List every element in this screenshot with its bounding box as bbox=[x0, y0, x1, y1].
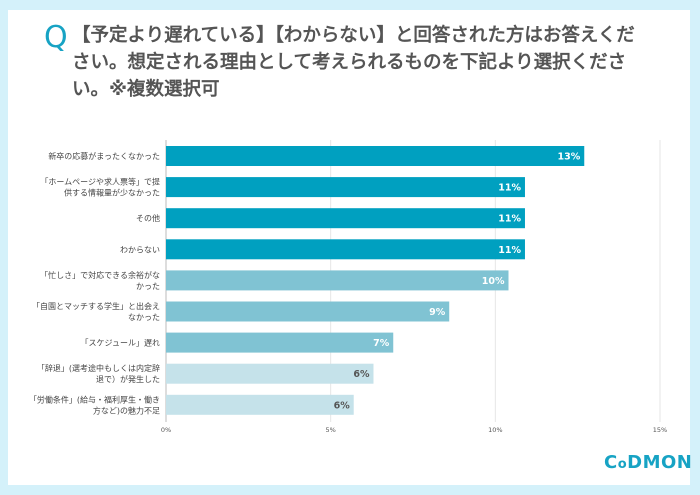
bar bbox=[166, 301, 450, 322]
bar bbox=[166, 270, 509, 291]
category-label: 供する情報量が少なかった bbox=[64, 188, 160, 198]
data-label: 6% bbox=[334, 400, 351, 411]
bar bbox=[166, 239, 525, 260]
bar bbox=[166, 332, 394, 353]
category-label: その他 bbox=[136, 213, 160, 223]
data-label: 11% bbox=[498, 183, 521, 194]
category-label: 退で）が発生した bbox=[96, 374, 160, 384]
category-label: わからない bbox=[120, 245, 160, 254]
bar bbox=[166, 363, 374, 384]
category-label: 「辞退」(選考途中もしくは内定辞 bbox=[37, 363, 160, 373]
data-label: 11% bbox=[498, 214, 521, 225]
x-tick-label: 5% bbox=[326, 426, 336, 434]
x-tick-label: 15% bbox=[653, 426, 667, 434]
data-label: 7% bbox=[373, 338, 390, 349]
data-label: 13% bbox=[558, 152, 581, 163]
category-label: 「労働条件」(給与・福利厚生・働き bbox=[29, 394, 160, 404]
question-text: 【予定より遅れている】【わからない】と回答された方はお答えください。想定される理… bbox=[72, 25, 635, 100]
data-label: 11% bbox=[498, 245, 521, 256]
data-label: 10% bbox=[482, 276, 505, 287]
x-tick-label: 0% bbox=[161, 426, 171, 434]
bar bbox=[166, 146, 585, 166]
category-label: 「スケジュール」遅れ bbox=[81, 339, 160, 348]
category-label: なかった bbox=[128, 313, 160, 322]
bar bbox=[166, 177, 525, 198]
x-tick-label: 10% bbox=[488, 426, 502, 434]
codmon-logo: CoDMON bbox=[604, 452, 693, 473]
bar bbox=[166, 394, 354, 415]
category-label: 「ホームページや求人票等」で提 bbox=[40, 177, 160, 187]
data-label: 6% bbox=[353, 369, 370, 380]
category-label: 「自園とマッチする学生」と出会え bbox=[32, 301, 160, 311]
category-label: かった bbox=[136, 282, 160, 291]
category-label: 新卒の応募がまったくなかった bbox=[48, 151, 160, 161]
category-label: 方など)の魅力不足 bbox=[93, 405, 160, 415]
bar bbox=[166, 208, 525, 229]
category-label: 「忙しさ」で対応できる余裕がな bbox=[40, 270, 160, 280]
data-label: 9% bbox=[429, 307, 446, 318]
question-mark: Q bbox=[44, 20, 68, 55]
